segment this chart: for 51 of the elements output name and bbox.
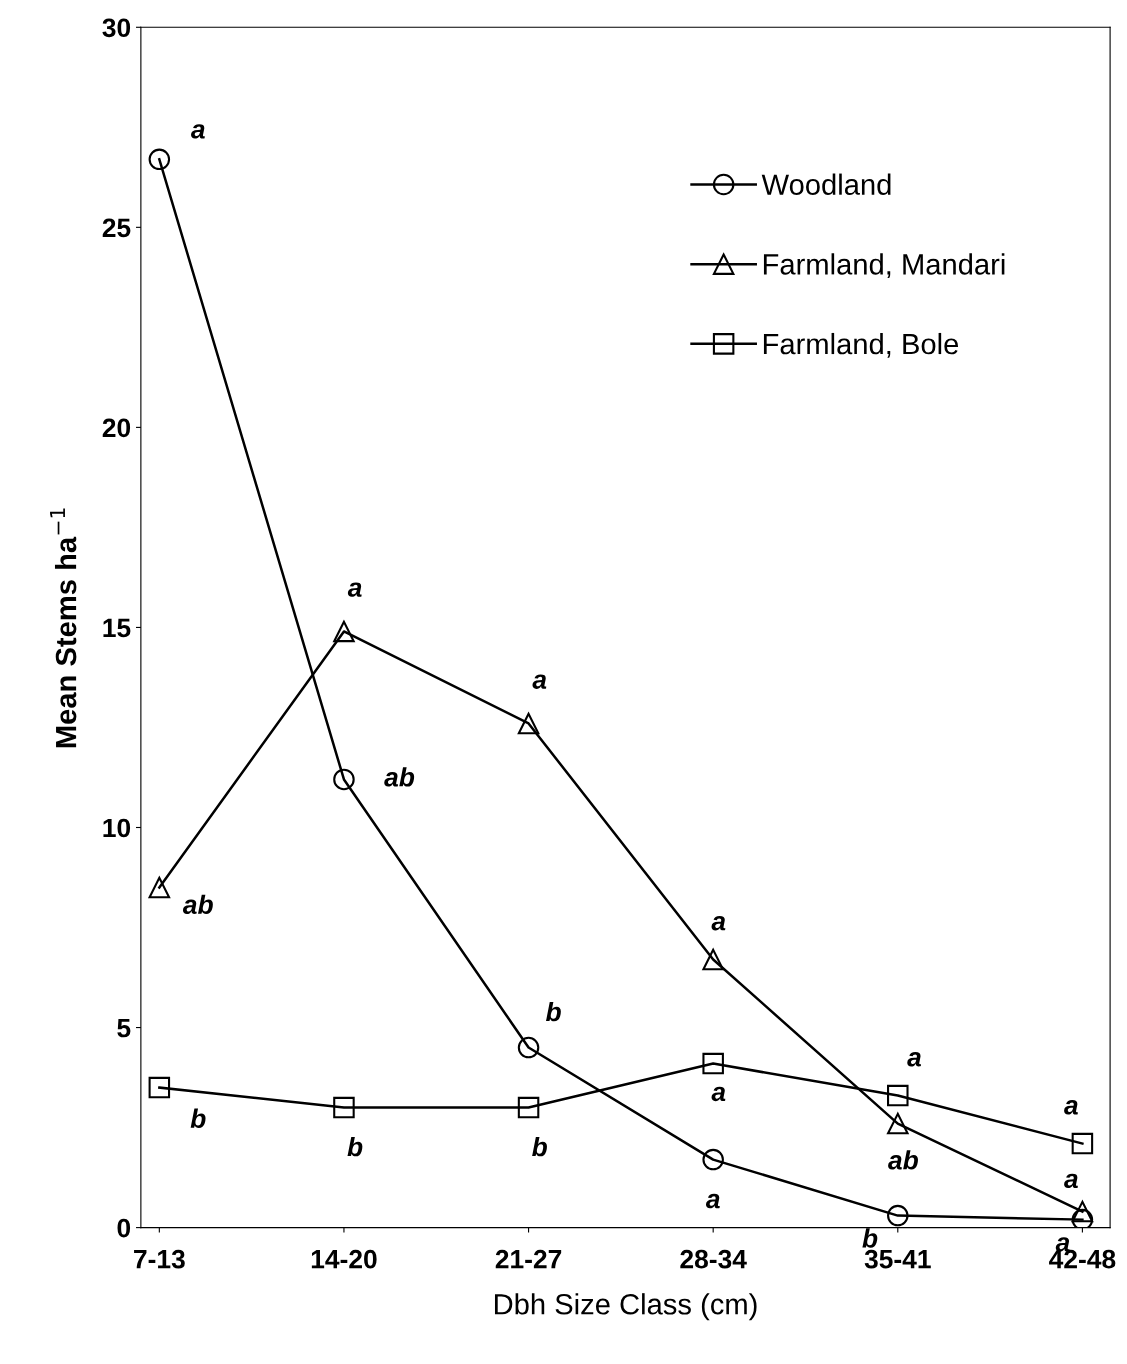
point (702, 948, 724, 971)
point (148, 1076, 171, 1099)
point (333, 1096, 355, 1119)
point (517, 1096, 540, 1119)
point (887, 1112, 909, 1135)
annotation: a (705, 1193, 720, 1209)
point (702, 1052, 724, 1075)
y-tick-label: 5 (117, 1018, 131, 1038)
annotation: b (545, 1001, 561, 1022)
y-tick-label: 20 (102, 418, 131, 438)
annotation: b (532, 1136, 547, 1157)
annotation: a (711, 1086, 726, 1102)
point (887, 1204, 909, 1227)
point (517, 712, 540, 735)
annotation: ab (384, 767, 415, 787)
point (887, 1084, 909, 1107)
x-tick-label: 28-34 (680, 1249, 747, 1269)
y-tick-label: 30 (102, 18, 131, 38)
y-tick-label: 25 (102, 218, 131, 238)
x-tick-label: 21-27 (495, 1249, 562, 1269)
annotation: a (907, 1052, 922, 1067)
annotation: b (190, 1108, 206, 1128)
x-tick-label: 35-41 (864, 1249, 931, 1269)
annotation: a (191, 124, 205, 139)
y-tick-label: 0 (117, 1218, 131, 1238)
annotation: b (862, 1228, 878, 1248)
legend-label: Farmland, Mandari (763, 253, 1005, 279)
x-tick-label: 14-20 (311, 1249, 377, 1269)
y-axis-title: Mean Stems ha$^{−1}$ (50, 508, 77, 748)
annotation: a (347, 582, 362, 597)
point (333, 768, 355, 791)
point (148, 148, 171, 171)
y-tick-label: 15 (103, 618, 131, 638)
annotation: a (532, 674, 547, 689)
point (333, 620, 355, 643)
annotation: a (1064, 1173, 1078, 1189)
x-tick-label: 7-13 (134, 1249, 185, 1269)
y-tick-label: 10 (103, 818, 131, 838)
annotation: a (1064, 1100, 1078, 1115)
point (702, 1148, 724, 1171)
legend-label: Farmland, Bole (763, 332, 959, 358)
point (148, 876, 171, 899)
point (1071, 1200, 1094, 1223)
point (517, 1036, 540, 1059)
annotation: a (711, 916, 726, 931)
annotation: ab (888, 1150, 918, 1170)
legend-label: Woodland (761, 173, 891, 195)
annotation: ab (182, 894, 213, 915)
point (1071, 1132, 1094, 1155)
x-axis-title: Dbh Size Class (cm) (494, 1293, 757, 1321)
annotation: b (347, 1136, 363, 1157)
